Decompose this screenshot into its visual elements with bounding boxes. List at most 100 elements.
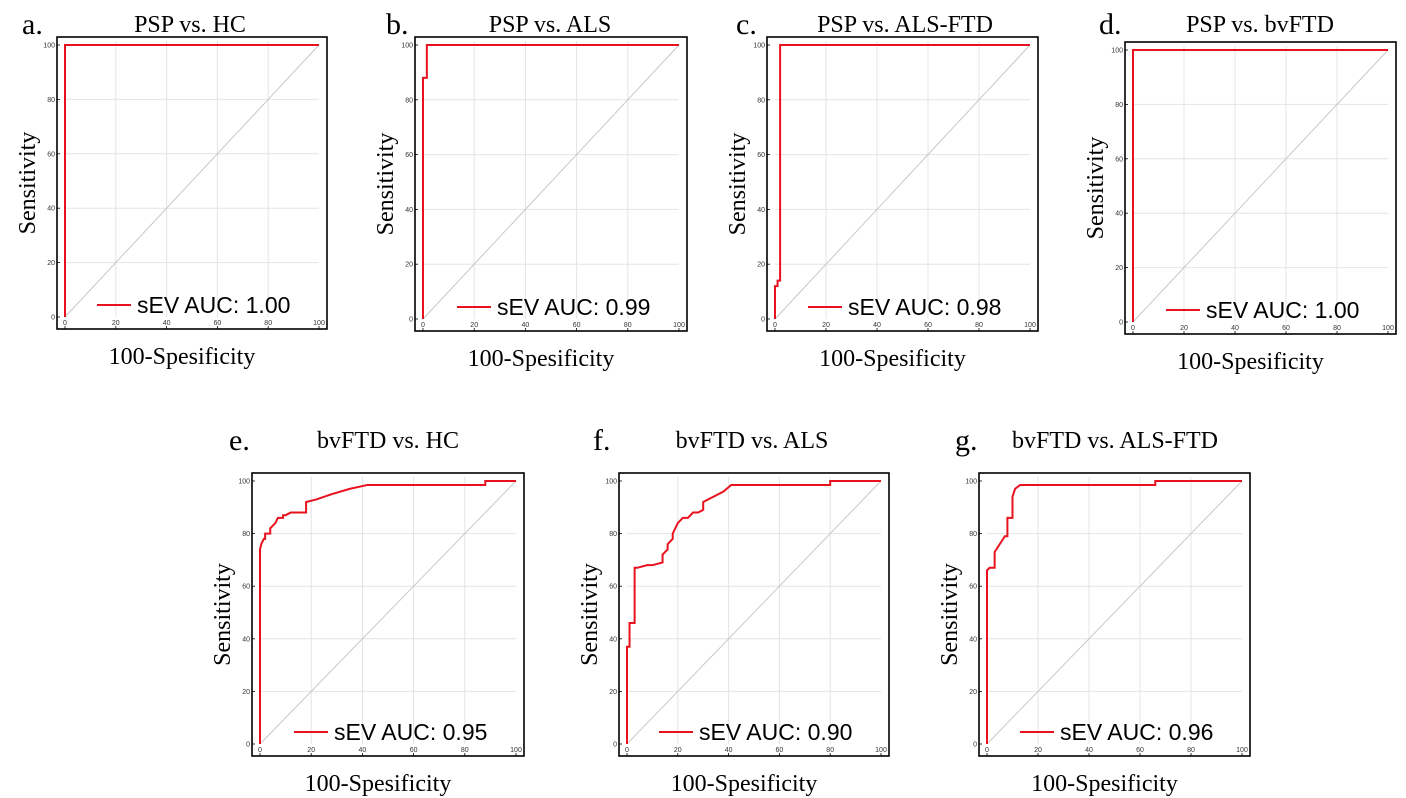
x-tick-label: 100 (1236, 747, 1248, 754)
y-tick-label: 80 (242, 531, 250, 538)
y-tick-label: 40 (47, 206, 55, 213)
x-axis-label: 100-Spesificity (305, 771, 452, 797)
y-tick-label: 60 (757, 152, 765, 159)
y-tick-label: 100 (965, 479, 977, 486)
diagonal-reference-line (259, 480, 517, 745)
y-tick-label: 80 (969, 531, 977, 538)
panel-letter: e. (229, 424, 250, 457)
y-tick-label: 100 (401, 43, 413, 50)
x-tick-label: 0 (985, 747, 989, 754)
y-tick-label: 60 (47, 151, 55, 158)
legend-label: sEV AUC: 1.00 (1206, 297, 1359, 323)
y-axis-label: Sensitivity (725, 133, 751, 236)
plot-frame (414, 36, 688, 332)
x-tick-label: 0 (773, 322, 777, 329)
chart-title: PSP vs. bvFTD (1186, 12, 1334, 38)
roc-panel-d: d. PSP vs. bvFTD 0 20 40 60 80 100 0 20 40 60 80 100 s… (1083, 8, 1397, 375)
x-tick-label: 40 (1231, 325, 1239, 332)
y-tick-label: 0 (761, 317, 765, 324)
roc-curve (422, 44, 679, 319)
roc-curve (259, 480, 516, 744)
y-tick-label: 60 (1115, 156, 1123, 163)
y-tick-label: 100 (43, 43, 55, 50)
plot-frame (56, 36, 328, 330)
x-tick-label: 80 (975, 322, 983, 329)
y-tick-label: 80 (47, 97, 55, 104)
y-tick-label: 20 (242, 689, 250, 696)
roc-curve (64, 44, 319, 317)
roc-panel-c: c. PSP vs. ALS-FTD 0 20 40 60 80 100 0 20 40 60 80 10… (725, 8, 1039, 372)
x-tick-label: 20 (674, 747, 682, 754)
x-tick-label: 0 (1131, 325, 1135, 332)
y-tick-label: 0 (409, 317, 413, 324)
y-tick-label: 60 (405, 152, 413, 159)
x-tick-label: 60 (214, 320, 222, 327)
y-tick-label: 40 (757, 207, 765, 214)
legend-label: sEV AUC: 1.00 (137, 292, 290, 318)
y-axis-label: Sensitivity (577, 563, 603, 666)
y-tick-label: 100 (605, 479, 617, 486)
x-tick-label: 100 (1024, 322, 1036, 329)
roc-panel-b: b. PSP vs. ALS 0 20 40 60 80 100 0 20 40 60 80 100 sEV… (373, 8, 688, 372)
y-tick-label: 0 (51, 315, 55, 322)
y-axis-label: Sensitivity (1083, 137, 1109, 240)
x-tick-label: 60 (410, 747, 418, 754)
x-tick-label: 100 (875, 747, 887, 754)
x-tick-label: 60 (573, 322, 581, 329)
y-axis-label: Sensitivity (15, 132, 41, 235)
x-tick-label: 20 (470, 322, 478, 329)
diagonal-reference-line (422, 44, 680, 320)
y-tick-label: 20 (969, 689, 977, 696)
diagonal-reference-line (626, 480, 882, 745)
y-tick-label: 60 (609, 584, 617, 591)
x-tick-label: 80 (1333, 325, 1341, 332)
x-tick-label: 40 (359, 747, 367, 754)
roc-panel-f: f. bvFTD vs. ALS 0 20 40 60 80 100 0 20 40 60 80 100 s… (577, 424, 890, 797)
x-tick-label: 60 (1282, 325, 1290, 332)
panel-letter: b. (386, 8, 409, 41)
x-axis-label: 100-Spesificity (1177, 349, 1324, 375)
legend-label: sEV AUC: 0.99 (497, 294, 650, 320)
y-tick-label: 20 (405, 262, 413, 269)
x-tick-label: 80 (264, 320, 272, 327)
x-tick-label: 60 (776, 747, 784, 754)
chart-title: bvFTD vs. HC (317, 428, 459, 454)
y-tick-label: 100 (753, 43, 765, 50)
x-tick-label: 80 (1187, 747, 1195, 754)
y-tick-label: 100 (1111, 48, 1123, 55)
y-axis-label: Sensitivity (373, 133, 399, 236)
y-axis-label: Sensitivity (210, 563, 236, 666)
x-tick-label: 80 (461, 747, 469, 754)
y-tick-label: 0 (973, 742, 977, 749)
x-tick-label: 40 (725, 747, 733, 754)
x-tick-label: 60 (924, 322, 932, 329)
x-tick-label: 100 (673, 322, 685, 329)
x-axis-label: 100-Spesificity (468, 346, 615, 372)
y-tick-label: 40 (969, 636, 977, 643)
x-tick-label: 0 (421, 322, 425, 329)
y-tick-label: 80 (405, 97, 413, 104)
y-tick-label: 20 (757, 262, 765, 269)
x-tick-label: 20 (307, 747, 315, 754)
x-axis-label: 100-Spesificity (671, 771, 818, 797)
x-axis-label: 100-Spesificity (109, 344, 256, 370)
plot-frame (766, 36, 1039, 332)
y-tick-label: 80 (757, 97, 765, 104)
x-tick-label: 20 (1034, 747, 1042, 754)
panel-letter: c. (736, 8, 757, 41)
diagonal-reference-line (986, 480, 1243, 745)
y-tick-label: 40 (1115, 211, 1123, 218)
x-tick-label: 40 (1085, 747, 1093, 754)
y-tick-label: 0 (1119, 320, 1123, 327)
panel-letter: a. (22, 8, 43, 41)
chart-title: bvFTD vs. ALS-FTD (1012, 428, 1218, 454)
y-tick-label: 0 (613, 742, 617, 749)
roc-curve (626, 480, 881, 744)
y-tick-label: 60 (969, 584, 977, 591)
roc-panel-g: g. bvFTD vs. ALS-FTD 0 20 40 60 80 100 0 20 40 60 80… (937, 424, 1251, 797)
roc-curve (1132, 49, 1388, 322)
y-tick-label: 0 (246, 742, 250, 749)
plot-frame (1124, 41, 1397, 335)
panel-letter: d. (1099, 8, 1122, 41)
x-tick-label: 40 (522, 322, 530, 329)
